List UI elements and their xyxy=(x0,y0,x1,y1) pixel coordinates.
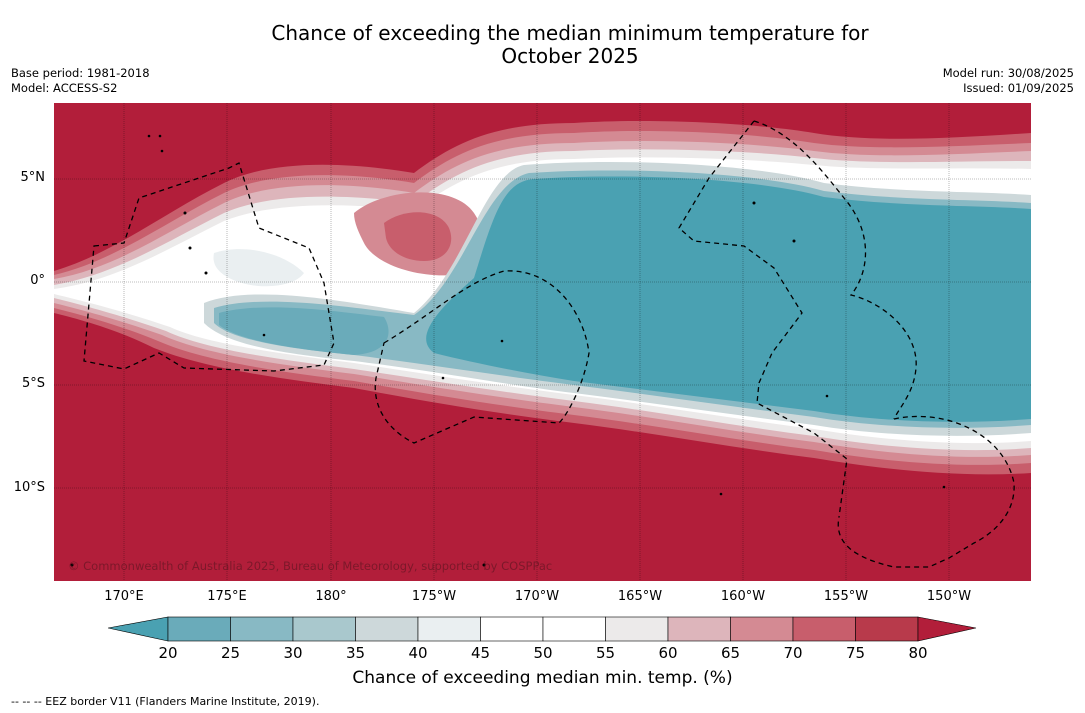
island-15 xyxy=(482,563,486,567)
colorbar-cell-40-45 xyxy=(417,616,481,642)
island-12 xyxy=(825,394,829,398)
island-6 xyxy=(204,271,208,275)
colorbar-cell-65-70 xyxy=(730,616,794,642)
map-title-line1: Chance of exceeding the median minimum t… xyxy=(271,21,869,45)
island-13 xyxy=(719,492,723,496)
eez-southeast xyxy=(837,415,1015,568)
colorbar-tick-20: 20 xyxy=(158,644,178,662)
base-period: Base period: 1981-2018 xyxy=(11,66,150,80)
eez-west xyxy=(83,162,335,372)
contour-band-20 xyxy=(426,176,1031,422)
lat-label-5n: 5°N xyxy=(20,170,46,185)
graticule xyxy=(54,103,1031,581)
colorbar-cell-55-60 xyxy=(605,616,669,642)
lon-label-165w: 165°W xyxy=(617,589,663,604)
island-2 xyxy=(158,134,162,138)
colorbar-cell-45-50 xyxy=(480,616,544,642)
island-9 xyxy=(441,376,445,380)
lon-label-170e: 170°E xyxy=(104,589,144,604)
eez-central xyxy=(374,270,590,444)
colorbar-tick-60: 60 xyxy=(658,644,678,662)
island-4 xyxy=(183,211,187,215)
map-panel[interactable] xyxy=(54,103,1031,581)
island-14 xyxy=(942,485,946,489)
colorbar-tick-25: 25 xyxy=(220,644,241,662)
island-8 xyxy=(500,339,504,343)
colorbar-tick-75: 75 xyxy=(845,644,866,662)
colorbar-svg xyxy=(107,616,977,642)
island-16 xyxy=(70,563,74,567)
colorbar-tick-80: 80 xyxy=(908,644,928,662)
colorbar-tick-55: 55 xyxy=(595,644,616,662)
lon-label-160w: 160°W xyxy=(720,589,766,604)
colorbar-arrow-high xyxy=(917,616,977,642)
lat-label-0: 0° xyxy=(30,273,45,288)
colorbar-tick-50: 50 xyxy=(533,644,553,662)
eez-footnote: -- -- -- EEZ border V11 (Flanders Marine… xyxy=(11,695,320,708)
contour-blob-75 xyxy=(384,212,452,261)
meta-left: Base period: 1981-2018 Model: ACCESS-S2 xyxy=(11,66,150,96)
colorbar-cell-70-75 xyxy=(792,616,856,642)
map-title: Chance of exceeding the median minimum t… xyxy=(0,22,1085,68)
lon-label-180: 180° xyxy=(315,589,347,604)
lon-label-170w: 170°W xyxy=(514,589,560,604)
lon-label-150w: 150°W xyxy=(926,589,972,604)
colorbar-cell-25-30 xyxy=(230,616,294,642)
lon-label-155w: 155°W xyxy=(823,589,869,604)
copyright-text: © Commonwealth of Australia 2025, Bureau… xyxy=(68,559,553,573)
colorbar-cell-35-40 xyxy=(355,616,419,642)
colorbar-tick-45: 45 xyxy=(470,644,491,662)
colorbar-cell-20-25 xyxy=(167,616,231,642)
model-name: Model: ACCESS-S2 xyxy=(11,81,118,95)
lon-label-175w: 175°W xyxy=(411,589,457,604)
lat-label-10s: 10°S xyxy=(13,480,45,495)
colorbar-tick-30: 30 xyxy=(283,644,303,662)
island-7 xyxy=(262,333,266,337)
colorbar-arrow-low xyxy=(107,616,169,642)
colorbar-title: Chance of exceeding median min. temp. (%… xyxy=(352,668,733,688)
colorbar-tick-70: 70 xyxy=(783,644,803,662)
island-3 xyxy=(160,149,164,153)
contour-band-25 xyxy=(219,307,389,355)
colorbar-cell-60-65 xyxy=(667,616,731,642)
colorbar-cell-50-55 xyxy=(542,616,606,642)
issued-date: Issued: 01/09/2025 xyxy=(963,81,1074,95)
lon-label-175e: 175°E xyxy=(207,589,247,604)
eez-northeast xyxy=(753,120,917,420)
colorbar-cell-75-80 xyxy=(855,616,919,642)
islands xyxy=(70,134,946,567)
island-1 xyxy=(147,134,151,138)
colorbar-tick-40: 40 xyxy=(408,644,428,662)
island-11 xyxy=(792,239,796,243)
eez-east-line xyxy=(678,120,848,518)
model-run: Model run: 30/08/2025 xyxy=(942,66,1074,80)
map-title-line2: October 2025 xyxy=(501,44,639,68)
colorbar-tick-65: 65 xyxy=(720,644,741,662)
map-canvas xyxy=(54,103,1031,581)
island-5 xyxy=(188,246,192,250)
eez-borders xyxy=(83,120,1015,568)
lat-label-5s: 5°S xyxy=(21,376,45,391)
colorbar xyxy=(107,615,978,647)
colorbar-tick-35: 35 xyxy=(345,644,366,662)
meta-right: Model run: 30/08/2025 Issued: 01/09/2025 xyxy=(943,66,1074,96)
island-10 xyxy=(752,201,756,205)
colorbar-cell-30-35 xyxy=(292,616,356,642)
contour-patch-35 xyxy=(213,249,304,287)
